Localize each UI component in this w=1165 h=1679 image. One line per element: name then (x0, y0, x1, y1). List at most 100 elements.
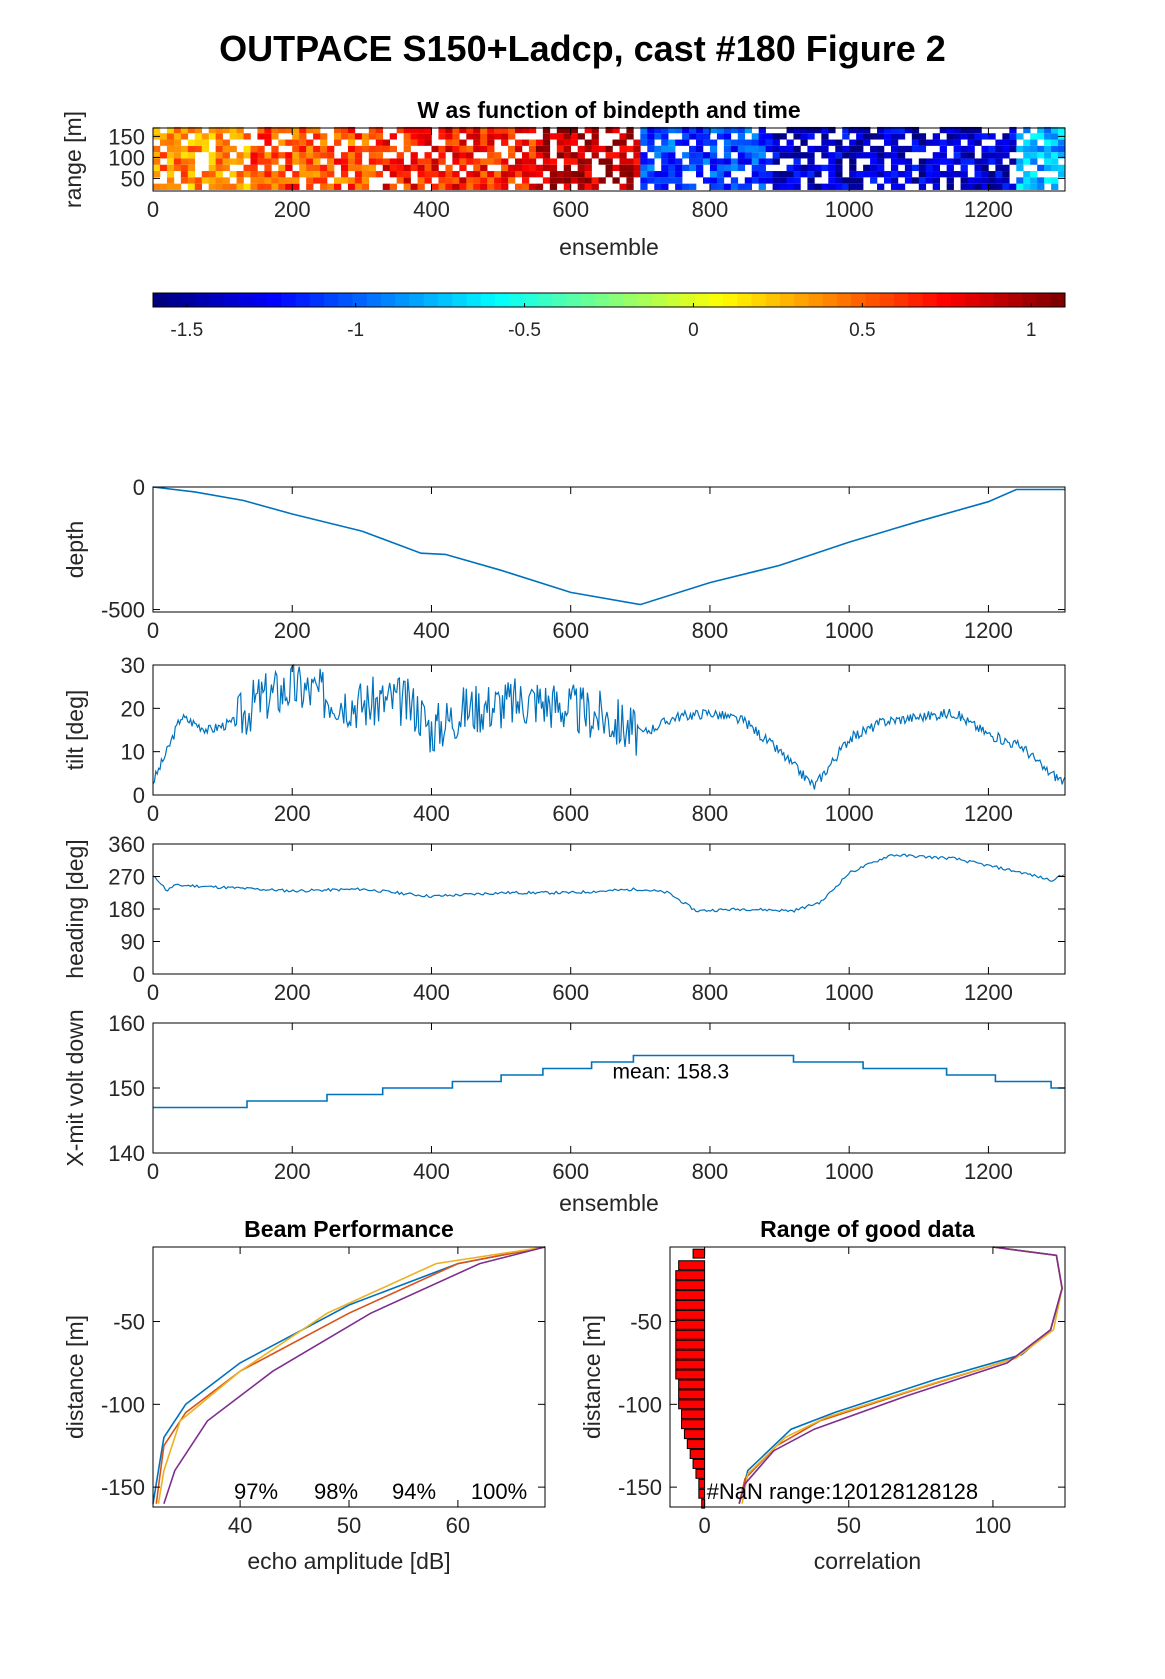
nan-count-bar (678, 1399, 706, 1410)
w-heatmap-cell (229, 126, 237, 134)
w-heatmap-cell (153, 158, 161, 165)
w-heatmap-cell (765, 177, 773, 184)
nan-count-bar (681, 1409, 706, 1420)
w-heatmap-cell (285, 183, 293, 190)
w-heatmap-cell (654, 183, 662, 190)
tilt-y-tick-label: 20 (121, 696, 145, 721)
w-heatmap-cell (556, 152, 565, 159)
w-heatmap-cell (563, 139, 572, 146)
w-heatmap-cell (988, 152, 996, 159)
w-heatmap-cell (702, 152, 711, 159)
w-heatmap-cell (361, 164, 370, 172)
w-heatmap-cell (584, 183, 592, 190)
colorbar-tick-label: 1 (1026, 320, 1037, 341)
w-heatmap-cell (772, 158, 780, 165)
colorbar-segment (1036, 293, 1052, 307)
w-heatmap-cell (257, 126, 265, 134)
w-heatmap-cell (347, 152, 356, 159)
w-heatmap-cell (201, 177, 209, 184)
w-heatmap-cell (340, 133, 349, 140)
w-heatmap-cell (299, 139, 307, 146)
w-heatmap-cell (354, 152, 363, 159)
w-heatmap-cell (709, 139, 718, 146)
beam-performance-title: Beam Performance (244, 1216, 454, 1242)
w-heatmap-cell (842, 183, 850, 190)
w-heatmap-cell (598, 177, 606, 184)
w-heatmap-cell (480, 158, 488, 165)
tilt-y-tick-label: 10 (121, 740, 145, 765)
w-heatmap-cell (215, 133, 223, 140)
w-heatmap-cell (584, 145, 592, 153)
colorbar-segment (865, 293, 881, 307)
beam-performance-y-tick-label: -50 (113, 1310, 145, 1335)
w-heatmap-cell (946, 158, 954, 165)
w-heatmap-cell (911, 139, 920, 146)
w-heatmap-cell (542, 139, 551, 146)
w-heatmap-cell (250, 158, 258, 165)
w-heatmap-cell (751, 133, 759, 140)
w-heatmap-cell (856, 145, 864, 153)
colorbar-segment (780, 293, 795, 307)
w-heatmap-cell (911, 145, 920, 153)
w-heatmap-cell (890, 126, 899, 134)
w-heatmap-cell (814, 171, 822, 178)
w-heatmap-cell (946, 183, 954, 190)
range-good-data-x-label: correlation (814, 1548, 921, 1574)
w-heatmap-cell (995, 145, 1003, 153)
w-heatmap-cell (1030, 145, 1038, 153)
w-heatmap-cell (911, 126, 920, 134)
w-heatmap-cell (779, 177, 787, 184)
w-heatmap-cell (1044, 164, 1052, 172)
w-heatmap-cell (278, 126, 286, 134)
nan-count-bar (686, 1439, 706, 1450)
w-heatmap-cell (897, 183, 906, 190)
w-heatmap-cell (939, 152, 947, 159)
w-heatmap-cell (452, 177, 460, 184)
w-heatmap-cell (751, 152, 759, 159)
w-heatmap-cell (1023, 126, 1031, 134)
w-heatmap-cell (187, 171, 196, 178)
w-heatmap-cell (772, 152, 780, 159)
w-heatmap-cell (417, 126, 425, 134)
w-heatmap-cell (765, 171, 773, 178)
w-heatmap-cell (1023, 158, 1031, 165)
w-heatmap-cell (375, 126, 384, 134)
w-heatmap-cell (466, 177, 474, 184)
w-heatmap-cell (883, 133, 892, 140)
w-heatmap-cell (570, 133, 578, 140)
w-heatmap-cell (375, 133, 384, 140)
w-heatmap-cell (452, 171, 460, 178)
w-heatmap-cell (689, 133, 697, 140)
w-heatmap-cell (528, 152, 537, 159)
w-heatmap-cell (758, 145, 766, 153)
w-heatmap-cell (591, 183, 599, 190)
w-heatmap-cell (932, 177, 940, 184)
correlation-beam-1-line (738, 1246, 1063, 1504)
w-heatmap-cell (250, 164, 258, 172)
w-heatmap-cell (375, 152, 384, 159)
w-heatmap-cell (292, 158, 300, 165)
w-heatmap-cell (201, 133, 209, 140)
depth-x-tick-label: 0 (147, 618, 159, 643)
w-heatmap-cell (960, 158, 968, 165)
w-heatmap-cell (591, 152, 599, 159)
w-heatmap-cell (382, 183, 391, 190)
w-heatmap-cell (334, 177, 342, 184)
w-heatmap-cell (361, 145, 370, 153)
w-heatmap-cell (431, 171, 439, 178)
w-heatmap-cell (166, 139, 175, 146)
heading-x-tick-label: 1000 (825, 980, 874, 1005)
w-heatmap-cell (515, 171, 523, 178)
w-heatmap-cell (528, 183, 537, 190)
w-heatmap-cell (786, 177, 794, 184)
w-heatmap-cell (709, 158, 718, 165)
w-heatmap-cell (1058, 126, 1066, 134)
w-image-x-tick-label: 800 (692, 197, 729, 222)
w-heatmap-cell (960, 152, 968, 159)
w-heatmap-cell (626, 158, 634, 165)
w-heatmap-cell (445, 126, 453, 134)
w-heatmap-cell (396, 164, 404, 172)
colorbar-segment (352, 293, 368, 307)
w-heatmap-cell (870, 152, 878, 159)
w-heatmap-cell (222, 158, 230, 165)
